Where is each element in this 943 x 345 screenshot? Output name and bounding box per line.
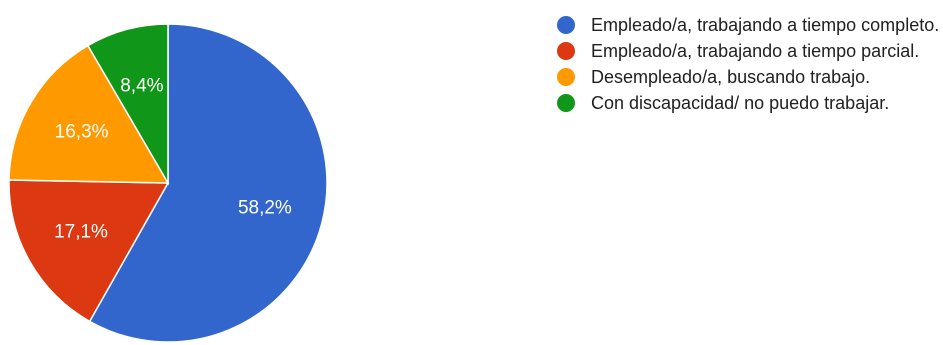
legend-label: Desempleado/a, buscando trabajo. (591, 67, 871, 87)
legend-item-disabled[interactable]: Con discapacidad/ no puedo trabajar. (557, 91, 943, 115)
legend-swatch-icon (557, 94, 575, 112)
pie-slice-value-label: 8,4% (120, 75, 163, 96)
legend-swatch-icon (557, 42, 575, 60)
legend-swatch-icon (557, 68, 575, 86)
pie-slice-full-time[interactable] (88, 23, 328, 343)
legend-item-full-time[interactable]: Empleado/a, trabajando a tiempo completo… (557, 13, 943, 37)
pie-slice-part-time[interactable] (8, 179, 170, 323)
pie-slice-unemployed[interactable] (8, 44, 170, 184)
pie-slice-value-label: 58,2% (238, 198, 292, 219)
legend-label: Empleado/a, trabajando a tiempo completo… (591, 15, 940, 35)
legend-swatch-icon (557, 16, 575, 34)
legend-label: Con discapacidad/ no puedo trabajar. (591, 93, 890, 113)
legend-item-part-time[interactable]: Empleado/a, trabajando a tiempo parcial. (557, 39, 943, 63)
legend-label: Empleado/a, trabajando a tiempo parcial. (591, 41, 920, 61)
pie-slice-value-label: 17,1% (54, 222, 108, 243)
chart-legend: Empleado/a, trabajando a tiempo completo… (557, 13, 943, 117)
pie-slices (8, 23, 328, 343)
pie-slice-labels: 58,2% 17,1% 16,3% 8,4% (54, 75, 292, 242)
pie-slice-disabled[interactable] (86, 23, 169, 186)
pie-slice-value-label: 16,3% (55, 121, 109, 142)
legend-item-unemployed[interactable]: Desempleado/a, buscando trabajo. (557, 65, 943, 89)
